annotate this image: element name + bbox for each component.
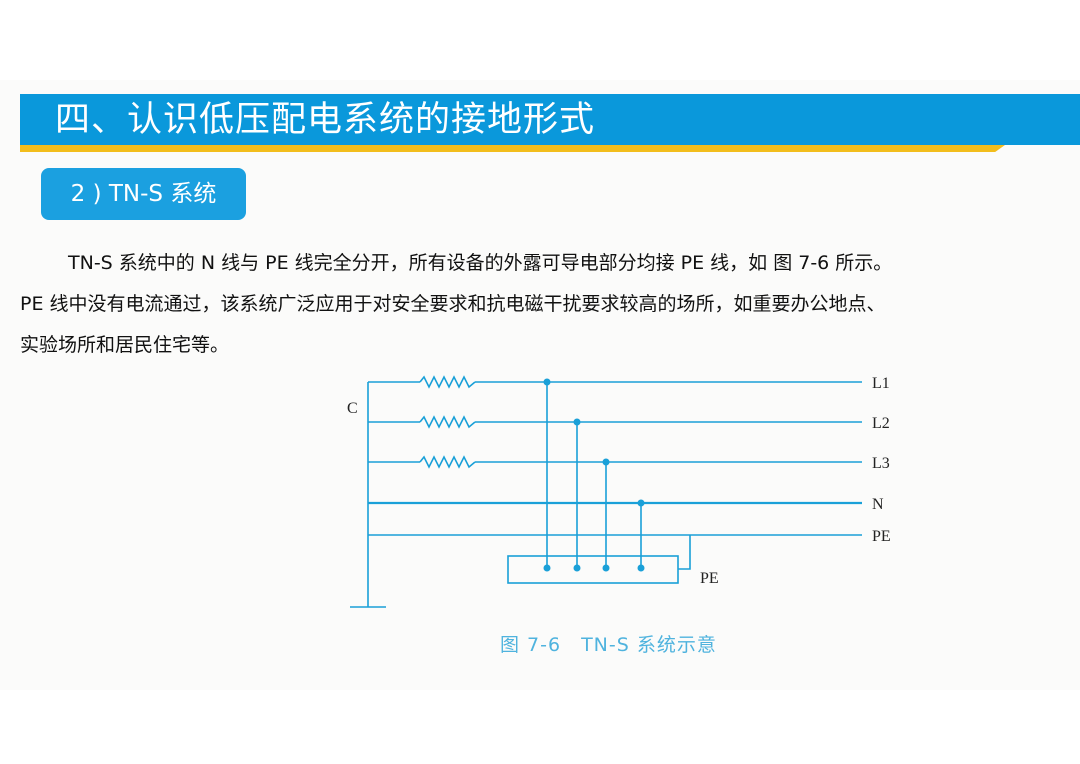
junction-dot: [543, 564, 551, 572]
label-n: N: [872, 496, 884, 513]
body-paragraph: TN-S 系统中的 N 线与 PE 线完全分开，所有设备的外露可导电部分均接 P…: [20, 243, 1070, 366]
label-pe: PE: [872, 528, 891, 545]
section-badge: 2 ) TN-S 系统: [41, 168, 246, 220]
title-underline: [20, 145, 1005, 152]
title-bar: [20, 94, 1080, 145]
figure-caption: 图 7-6 TN-S 系统示意: [500, 634, 717, 656]
label-l1: L1: [872, 375, 890, 392]
pe-connection: [678, 535, 691, 570]
resistor-l2: [419, 415, 476, 429]
label-l2: L2: [872, 415, 890, 432]
body-line: 实验场所和居民住宅等。: [20, 334, 230, 356]
junction-dot: [637, 564, 645, 572]
page-title: 四、认识低压配电系统的接地形式: [55, 100, 596, 140]
resistor-l1: [419, 375, 476, 389]
label-l3: L3: [872, 455, 890, 472]
junction-dot: [543, 378, 551, 386]
junction-dot: [573, 418, 581, 426]
body-line: TN-S 系统中的 N 线与 PE 线完全分开，所有设备的外露可导电部分均接 P…: [68, 252, 893, 274]
junction-dot: [602, 458, 610, 466]
junction-dot: [573, 564, 581, 572]
source-label: C: [347, 400, 358, 417]
body-line: PE 线中没有电流通过，该系统广泛应用于对安全要求和抗电磁干扰要求较高的场所，如…: [20, 293, 886, 315]
resistor-l3: [419, 455, 476, 469]
equipment-box: [507, 555, 679, 584]
junction-dot: [602, 564, 610, 572]
junction-dot: [637, 499, 645, 507]
equipment-pe-label: PE: [700, 570, 719, 587]
